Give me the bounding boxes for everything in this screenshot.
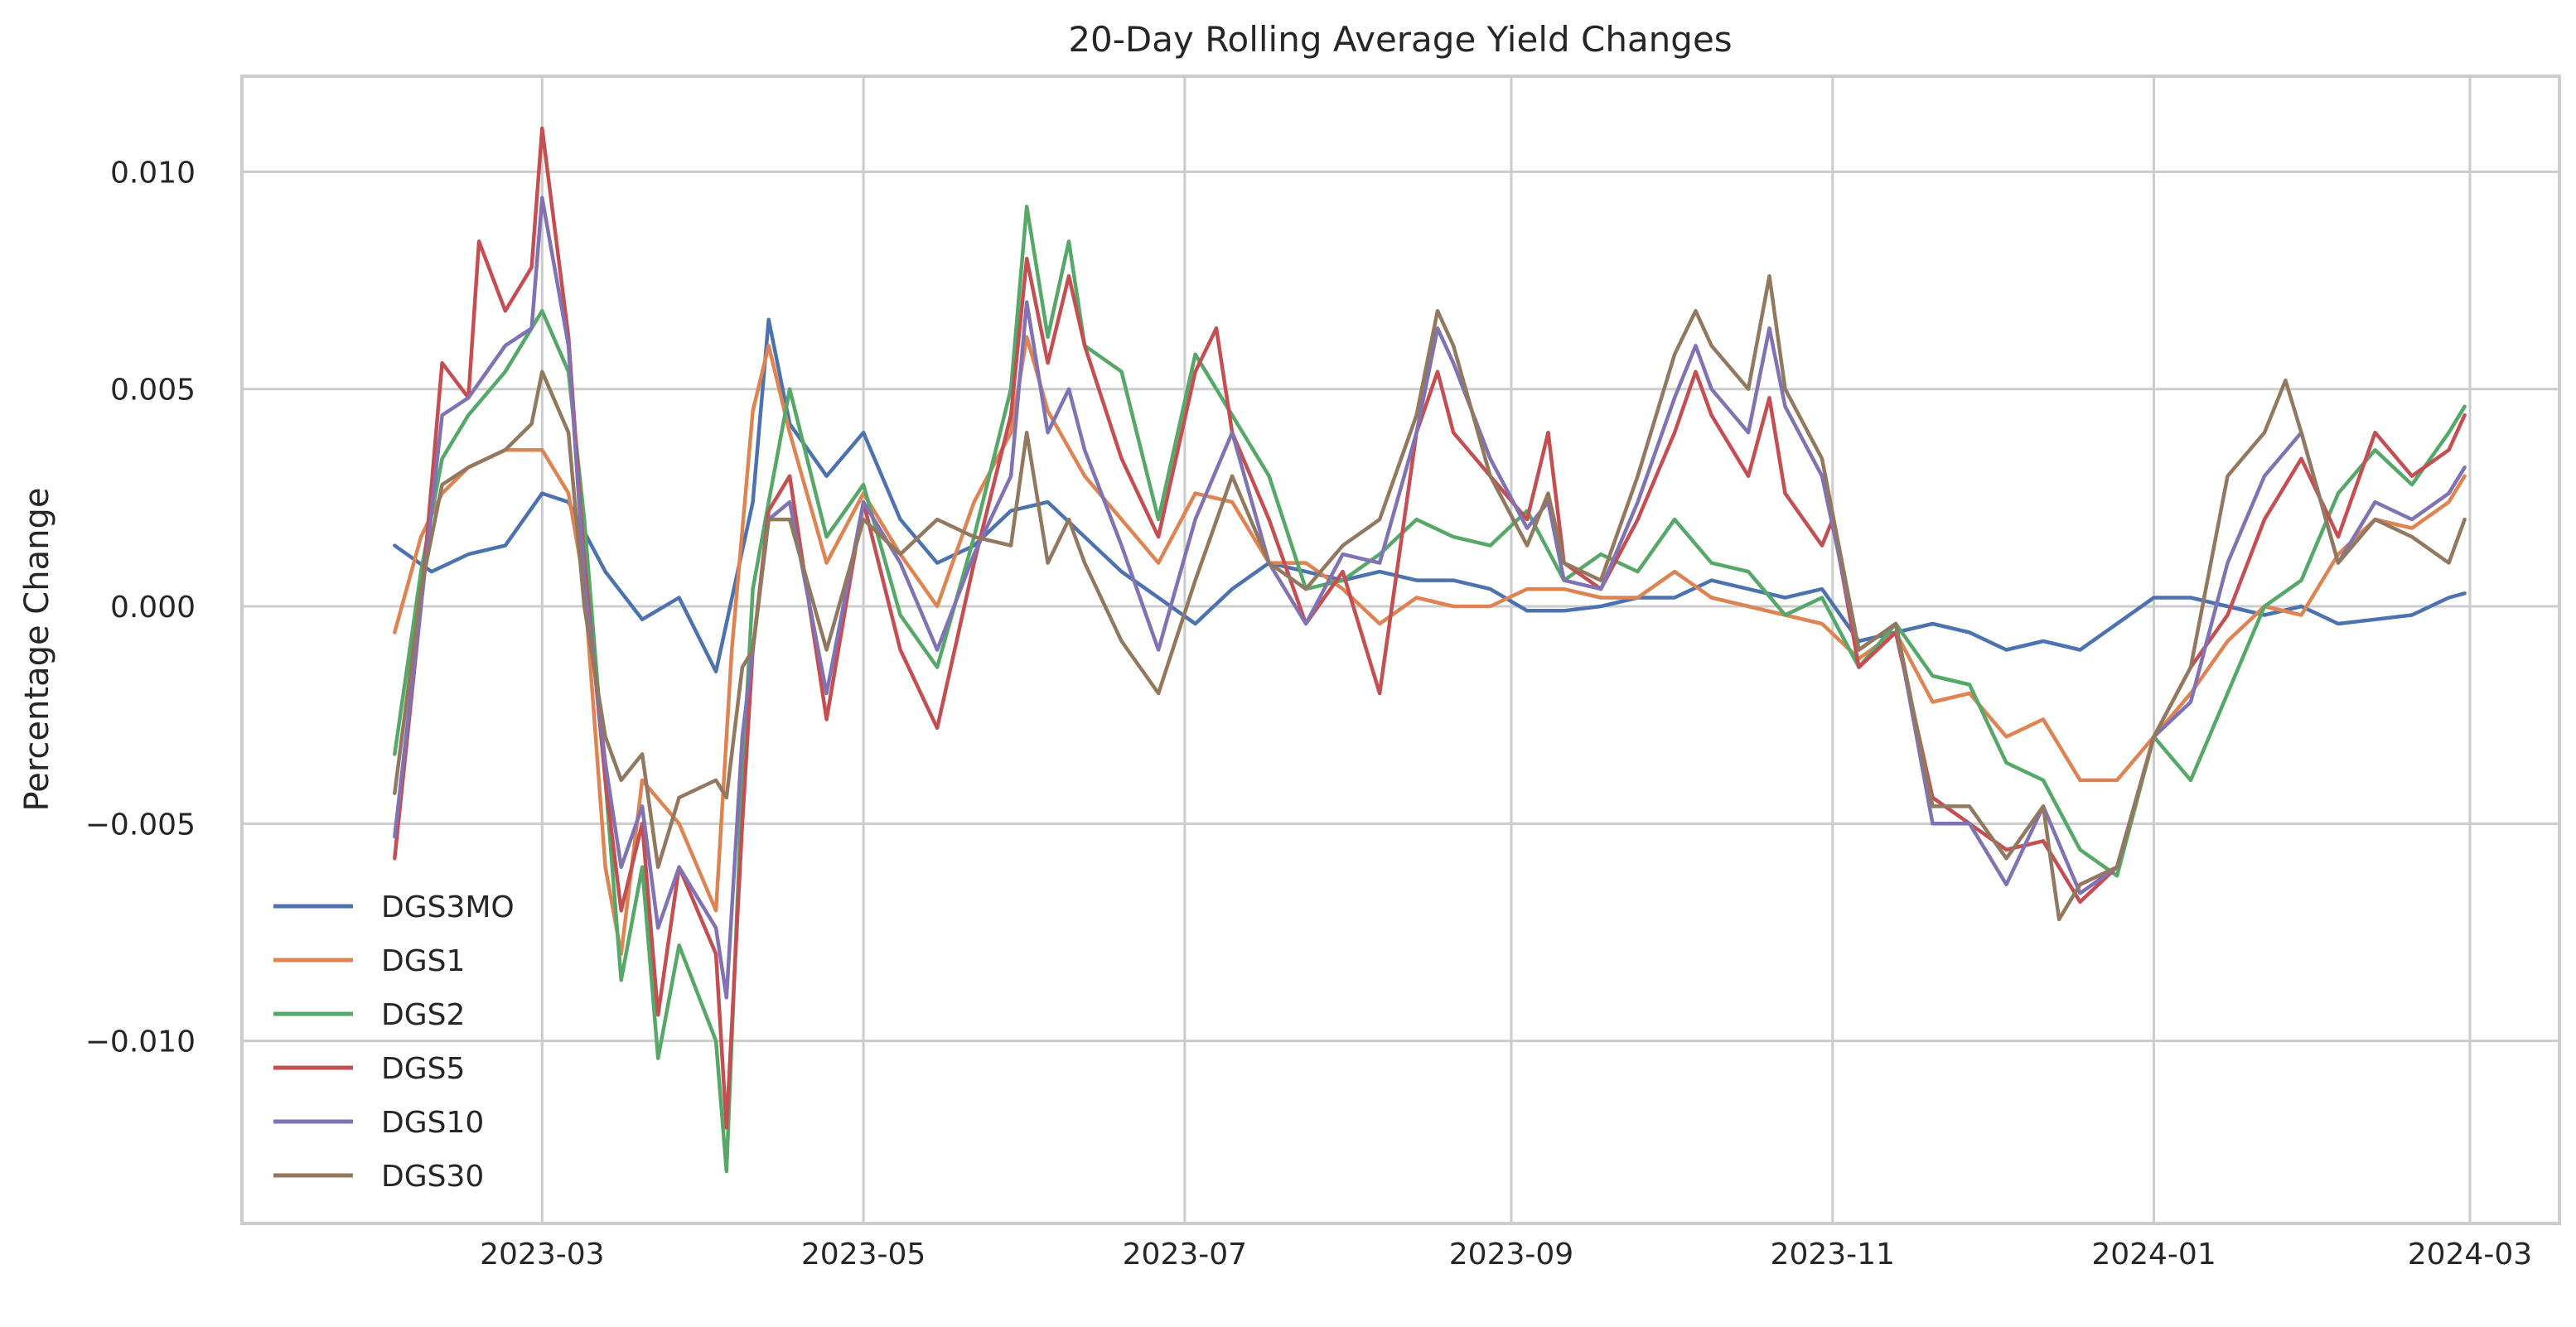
chart-title: 20-Day Rolling Average Yield Changes — [1068, 19, 1732, 60]
x-tick-label: 2023-11 — [1771, 1238, 1895, 1272]
x-axis-ticks: 2023-03 2023-05 2023-07 2023-09 2023-11 2024-… — [480, 1238, 2532, 1272]
y-tick-label: 0.005 — [110, 374, 196, 408]
y-axis-label: Percentage Change — [18, 488, 56, 812]
legend-label-dgs2: DGS2 — [381, 998, 465, 1032]
plot-frame — [240, 75, 2561, 1225]
series-lines — [393, 126, 2467, 1174]
y-axis-ticks: −0.010 −0.005 0.000 0.005 0.010 — [85, 156, 196, 1059]
y-tick-label: −0.010 — [85, 1025, 196, 1059]
series-line-dgs30 — [393, 274, 2467, 922]
x-tick-label: 2023-05 — [801, 1238, 926, 1272]
series-line-dgs2 — [393, 205, 2467, 1174]
series-line-dgs1 — [393, 335, 2467, 956]
legend-label-dgs3mo: DGS3MO — [381, 890, 515, 924]
legend: DGS3MO DGS1 DGS2 DGS5 DGS10 DGS30 — [273, 890, 515, 1194]
grid — [242, 76, 2559, 1223]
series-line-dgs10 — [393, 195, 2467, 1000]
y-tick-label: 0.000 — [110, 591, 196, 625]
legend-label-dgs10: DGS10 — [381, 1106, 484, 1140]
x-tick-label: 2024-03 — [2408, 1238, 2532, 1272]
x-tick-label: 2023-07 — [1123, 1238, 1247, 1272]
legend-label-dgs1: DGS1 — [381, 944, 465, 978]
x-tick-label: 2023-09 — [1449, 1238, 1573, 1272]
legend-label-dgs5: DGS5 — [381, 1052, 465, 1086]
x-tick-label: 2024-01 — [2091, 1238, 2216, 1272]
y-tick-label: −0.005 — [85, 808, 196, 842]
x-tick-label: 2023-03 — [480, 1238, 604, 1272]
legend-label-dgs30: DGS30 — [381, 1160, 484, 1194]
y-tick-label: 0.010 — [110, 156, 196, 190]
